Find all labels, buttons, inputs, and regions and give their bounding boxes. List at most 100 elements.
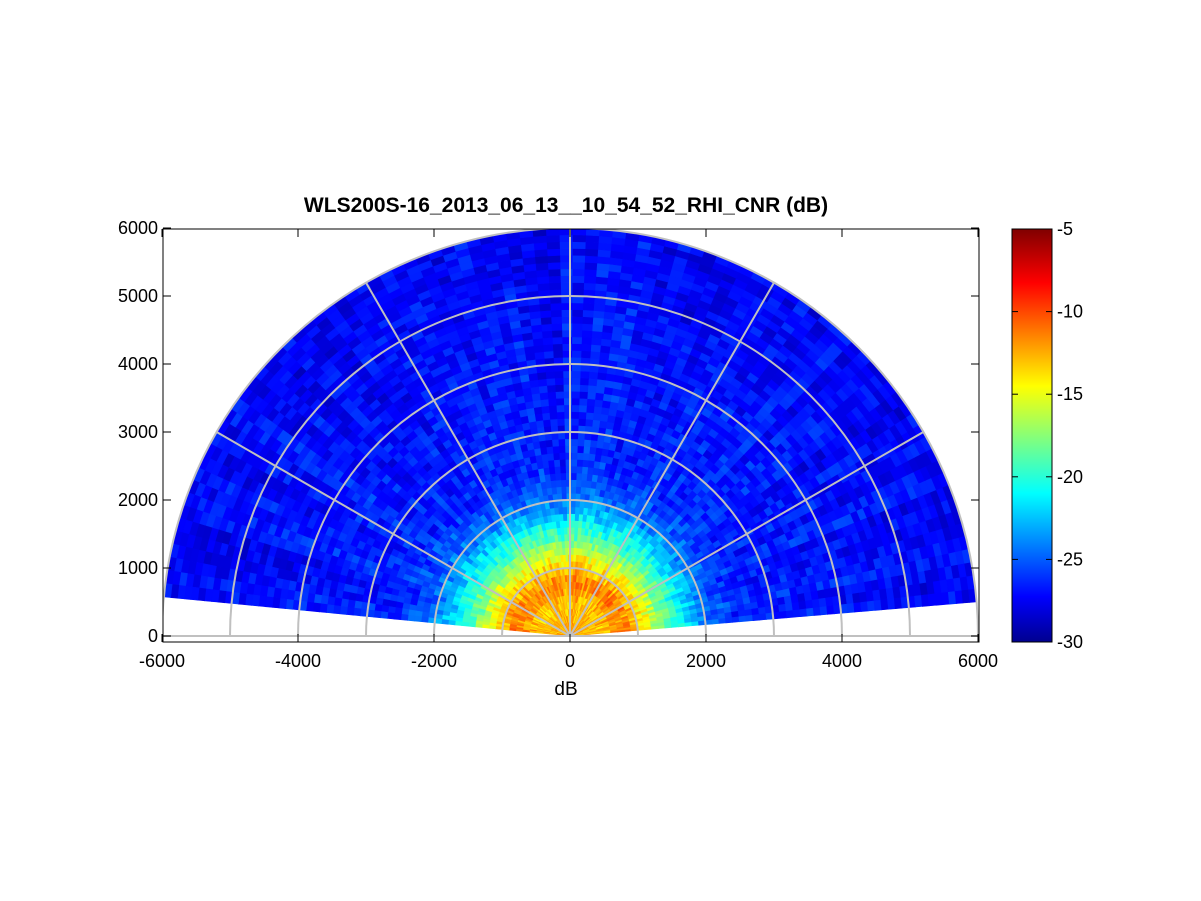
heat-cell bbox=[853, 601, 862, 613]
heat-cell bbox=[542, 418, 551, 428]
heat-cell bbox=[558, 452, 566, 460]
heat-cell bbox=[582, 445, 591, 454]
heat-cell bbox=[591, 330, 603, 339]
heat-cell bbox=[571, 329, 583, 338]
heat-cell bbox=[548, 282, 562, 291]
heat-cell bbox=[546, 384, 556, 393]
heat-cell bbox=[571, 254, 586, 263]
heat-cell bbox=[586, 466, 594, 475]
heat-cell bbox=[546, 248, 561, 257]
heat-cell bbox=[582, 302, 595, 311]
heat-cell bbox=[555, 479, 562, 488]
heat-cell bbox=[555, 397, 565, 406]
heat-cell bbox=[585, 234, 600, 243]
heat-cell bbox=[550, 316, 562, 325]
heat-cell bbox=[549, 418, 558, 427]
heat-cell bbox=[582, 452, 590, 461]
heat-cell bbox=[547, 261, 561, 270]
heat-cell bbox=[580, 479, 587, 488]
heat-cell bbox=[570, 513, 576, 521]
heat-cell bbox=[799, 607, 808, 617]
heat-cell bbox=[573, 520, 579, 528]
heat-cell bbox=[593, 303, 606, 312]
heat-cell bbox=[575, 479, 582, 488]
heat-cell bbox=[580, 350, 591, 359]
heat-cell bbox=[585, 411, 594, 420]
heat-cell bbox=[584, 261, 598, 271]
heat-cell bbox=[572, 229, 587, 236]
heat-cell bbox=[545, 229, 560, 236]
heat-cell bbox=[561, 506, 568, 515]
heat-cell bbox=[591, 419, 601, 428]
heat-cell bbox=[577, 418, 586, 427]
heat-cell bbox=[536, 275, 550, 285]
heat-cell bbox=[581, 466, 589, 475]
heat-cell bbox=[560, 486, 567, 494]
heat-cell bbox=[570, 472, 577, 481]
heat-cell bbox=[537, 378, 548, 387]
heat-cell bbox=[589, 350, 601, 360]
heat-cell bbox=[581, 336, 592, 345]
heat-cell bbox=[819, 605, 828, 616]
heat-cell bbox=[536, 282, 550, 292]
heat-cell bbox=[536, 371, 547, 380]
heat-cell bbox=[595, 385, 605, 394]
heat-cell bbox=[540, 405, 550, 414]
heat-cell bbox=[575, 472, 583, 481]
heat-cell bbox=[540, 316, 552, 325]
heat-cell bbox=[593, 398, 604, 408]
heat-cell bbox=[592, 310, 605, 319]
heat-cell bbox=[585, 229, 600, 237]
heat-cell bbox=[535, 269, 549, 278]
heat-cell bbox=[545, 234, 560, 243]
heat-cell bbox=[826, 604, 835, 615]
heat-cell bbox=[550, 309, 562, 318]
heat-cell bbox=[578, 397, 588, 406]
heat-cell bbox=[570, 465, 577, 474]
heat-cell bbox=[806, 607, 815, 617]
heat-cell bbox=[571, 377, 581, 385]
heat-cell bbox=[586, 398, 596, 407]
heat-cell bbox=[558, 445, 566, 454]
heat-cell bbox=[586, 473, 593, 482]
heat-cell bbox=[570, 533, 575, 542]
heat-cell bbox=[555, 404, 565, 413]
heat-cell bbox=[551, 329, 563, 338]
heat-cell bbox=[571, 411, 580, 419]
heat-cell bbox=[549, 302, 562, 311]
heat-cell bbox=[543, 350, 554, 359]
heat-cell bbox=[866, 600, 876, 612]
heat-cell bbox=[570, 506, 576, 514]
heat-cell bbox=[554, 472, 561, 481]
heat-cell bbox=[572, 241, 586, 250]
heat-cell bbox=[551, 336, 563, 345]
heat-cell bbox=[580, 472, 588, 481]
heat-cell bbox=[570, 418, 579, 426]
heat-cell bbox=[590, 337, 602, 346]
heat-cell bbox=[557, 438, 566, 447]
heat-cell bbox=[552, 445, 560, 454]
heat-cell bbox=[570, 452, 578, 460]
heat-cell bbox=[570, 458, 578, 467]
heat-cell bbox=[571, 350, 582, 358]
heat-cell bbox=[579, 486, 586, 495]
heat-cell bbox=[541, 330, 553, 339]
heat-cell bbox=[812, 606, 822, 616]
heat-cell bbox=[593, 405, 603, 415]
heat-cell bbox=[785, 609, 794, 619]
heat-cell bbox=[578, 404, 587, 413]
heat-cell bbox=[752, 613, 761, 621]
heat-cell bbox=[553, 370, 564, 379]
heat-cell bbox=[548, 404, 557, 413]
heat-cell bbox=[570, 526, 575, 535]
heat-cell bbox=[846, 602, 855, 613]
heat-cell bbox=[585, 405, 595, 414]
heat-cell bbox=[579, 370, 590, 379]
heat-cell bbox=[581, 323, 593, 332]
heat-cell bbox=[539, 398, 549, 407]
heat-cell bbox=[573, 526, 579, 535]
heat-cell bbox=[577, 438, 585, 447]
heat-cell bbox=[584, 255, 598, 264]
heat-cell bbox=[553, 465, 561, 474]
heat-cell bbox=[571, 268, 585, 277]
